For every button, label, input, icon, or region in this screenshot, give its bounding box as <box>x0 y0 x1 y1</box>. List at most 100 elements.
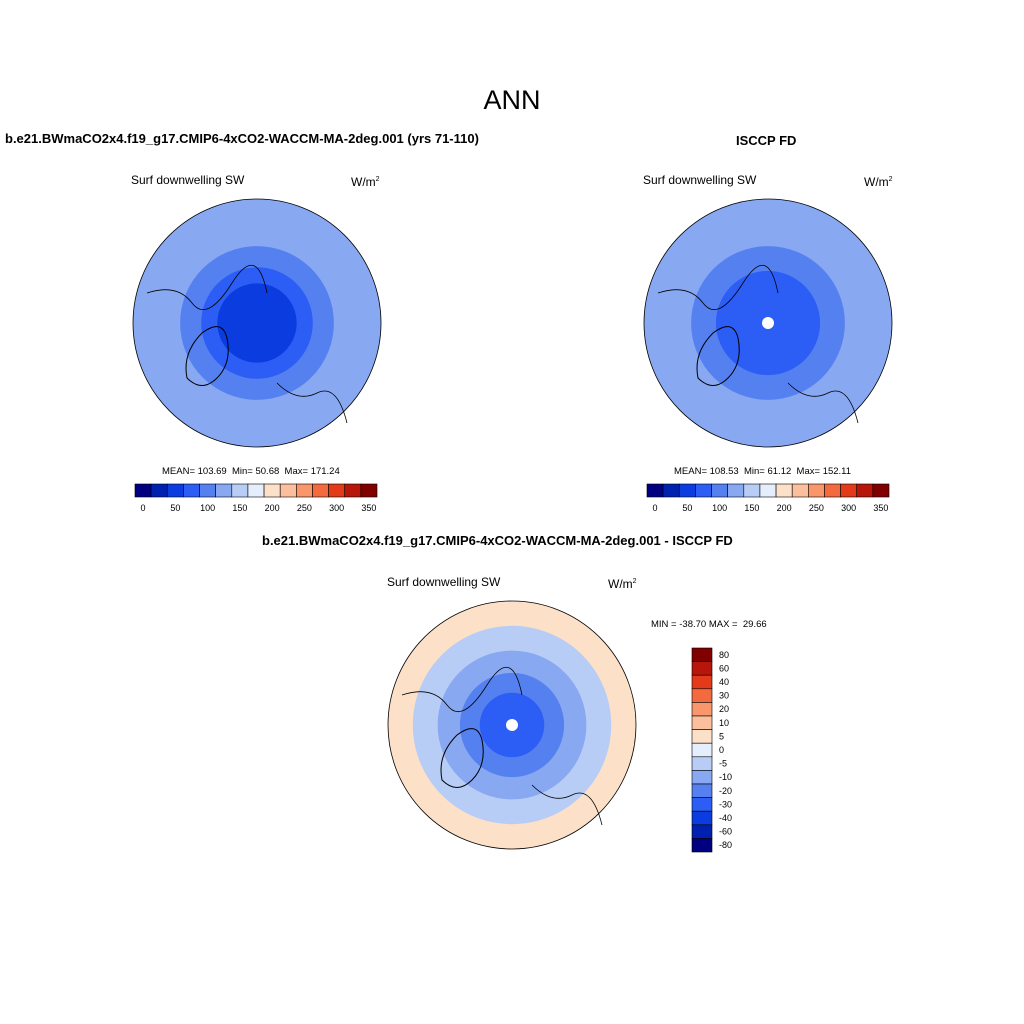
panel2-stats: MEAN= 108.53 Min= 61.12 Max= 152.11 <box>674 466 852 477</box>
colorbar-tick-label: 350 <box>361 503 376 513</box>
polar-missing-data <box>506 719 518 731</box>
coastline-eurasia <box>787 382 859 424</box>
colorbar-swatch-3 <box>691 688 713 703</box>
polar-missing-data <box>762 317 774 329</box>
coastline-greenland <box>440 728 484 788</box>
colorbar-tick-label: -10 <box>719 772 732 782</box>
map-border <box>643 198 893 448</box>
colorbar-tick-label: 80 <box>719 650 729 660</box>
colorbar-tick-label: 300 <box>841 503 856 513</box>
colorbar-swatch-7 <box>759 483 777 498</box>
colorbar-model: 0 50 100 150 200 250 300 350 <box>134 483 378 513</box>
colorbar-swatch-1 <box>150 483 168 498</box>
colorbar-swatch-12 <box>691 810 713 826</box>
coastline-north-america <box>657 264 779 310</box>
colorbar-tick-label: 300 <box>329 503 344 513</box>
colorbar-swatch-5 <box>727 483 745 498</box>
colorbar-tick-label: 0 <box>141 503 146 513</box>
colorbar-swatch-8 <box>775 483 793 498</box>
colorbar-tick-label: -5 <box>719 759 727 769</box>
colorbar-swatch-6 <box>231 483 249 498</box>
colorbar-swatch-2 <box>166 483 184 498</box>
colorbar-swatch-2 <box>691 674 713 690</box>
colorbar-swatch-3 <box>183 483 200 498</box>
colorbar-swatch-13 <box>856 483 874 498</box>
colorbar-tick-label: 0 <box>653 503 658 513</box>
colorbar-tick-label: 100 <box>712 503 727 513</box>
colorbar-tick-label: 150 <box>232 503 247 513</box>
colorbar-swatch-11 <box>824 483 841 498</box>
colorbar-swatch-5 <box>215 483 233 498</box>
coastline-eurasia <box>531 784 603 826</box>
colorbar-swatch-11 <box>312 483 329 498</box>
colorbar-tick-label: 10 <box>719 718 729 728</box>
map-border <box>132 198 382 448</box>
colorbar-swatch-14 <box>872 483 890 498</box>
panel1-stats: MEAN= 103.69 Min= 50.68 Max= 171.24 <box>162 466 340 477</box>
colorbar-tick-label: -60 <box>719 827 732 837</box>
map-panel-model <box>132 198 382 448</box>
colorbar-tick-label: -40 <box>719 813 732 823</box>
map-panel-obs <box>643 198 893 448</box>
colorbar-tick-label: 50 <box>682 503 692 513</box>
colorbar-swatch-10 <box>808 483 825 498</box>
colorbar-swatch-11 <box>691 797 713 812</box>
colorbar-swatch-8 <box>691 756 713 771</box>
colorbar-tick-label: 20 <box>719 704 729 714</box>
colorbar-swatch-0 <box>646 483 664 498</box>
map-border <box>387 600 637 850</box>
colorbar-swatch-0 <box>134 483 152 498</box>
colorbar-tick-label: -30 <box>719 799 732 809</box>
colorbar-swatch-2 <box>678 483 696 498</box>
colorbar-swatch-6 <box>691 729 713 744</box>
colorbar-swatch-1 <box>691 661 713 676</box>
colorbar-swatch-4 <box>691 702 713 717</box>
colorbar-swatch-1 <box>662 483 680 498</box>
colorbar-swatch-10 <box>296 483 313 498</box>
colorbar-tick-label: 250 <box>297 503 312 513</box>
colorbar-swatch-12 <box>840 483 858 498</box>
colorbar-obs: 0 50 100 150 200 250 300 350 <box>646 483 890 513</box>
colorbar-swatch-7 <box>247 483 265 498</box>
colorbar-swatch-14 <box>360 483 378 498</box>
colorbar-swatch-14 <box>691 838 713 853</box>
colorbar-swatch-6 <box>743 483 761 498</box>
colorbar-tick-label: -80 <box>719 840 732 850</box>
colorbar-swatch-13 <box>344 483 362 498</box>
panel3-title: b.e21.BWmaCO2x4.f19_g17.CMIP6-4xCO2-WACC… <box>262 533 733 548</box>
colorbar-swatch-4 <box>199 483 216 498</box>
panel2-units: W/m2 <box>864 175 893 189</box>
colorbar-swatch-3 <box>695 483 712 498</box>
colorbar-tick-label: 50 <box>170 503 180 513</box>
colorbar-swatch-8 <box>263 483 281 498</box>
coastline-north-america <box>146 264 268 310</box>
panel1-variable: Surf downwelling SW <box>131 173 245 187</box>
contour-ring-4 <box>217 283 297 363</box>
colorbar-tick-label: 40 <box>719 677 729 687</box>
coastline-greenland <box>696 326 740 386</box>
colorbar-swatch-5 <box>691 715 713 730</box>
coastline-greenland <box>185 326 229 386</box>
coastline-eurasia <box>276 382 348 424</box>
colorbar-tick-label: 30 <box>719 691 729 701</box>
colorbar-tick-label: 250 <box>809 503 824 513</box>
colorbar-swatch-13 <box>691 824 713 839</box>
colorbar-tick-label: 200 <box>777 503 792 513</box>
colorbar-tick-label: 5 <box>719 731 724 741</box>
colorbar-tick-label: 350 <box>873 503 888 513</box>
colorbar-swatch-9 <box>691 770 713 785</box>
panel3-units: W/m2 <box>608 577 637 591</box>
colorbar-tick-label: 200 <box>265 503 280 513</box>
colorbar-swatch-9 <box>791 483 809 498</box>
colorbar-tick-label: 100 <box>200 503 215 513</box>
colorbar-diff: 80 60 40 30 20 10 5 0 -5 -10 -20 -30 -40 -60 -80 <box>691 647 732 853</box>
panel1-units: W/m2 <box>351 175 380 189</box>
colorbar-swatch-12 <box>328 483 346 498</box>
map-panel-diff <box>387 600 637 850</box>
colorbar-swatch-0 <box>691 647 713 662</box>
colorbar-swatch-9 <box>279 483 297 498</box>
colorbar-tick-label: 60 <box>719 663 729 673</box>
colorbar-tick-label: 150 <box>744 503 759 513</box>
panel2-variable: Surf downwelling SW <box>643 173 757 187</box>
colorbar-swatch-7 <box>691 742 713 758</box>
